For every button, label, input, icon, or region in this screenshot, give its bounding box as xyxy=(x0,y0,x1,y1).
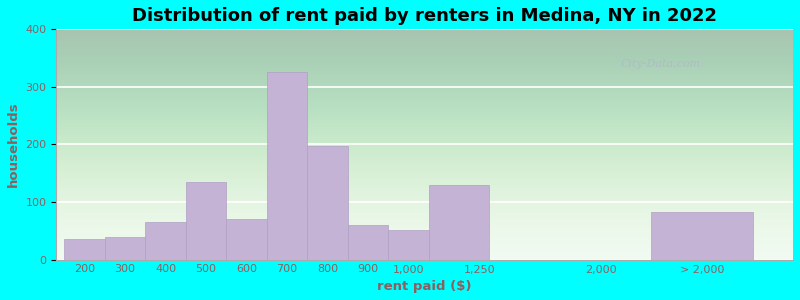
Bar xyxy=(105,237,146,260)
X-axis label: rent paid ($): rent paid ($) xyxy=(378,280,472,293)
Bar xyxy=(226,219,267,260)
Title: Distribution of rent paid by renters in Medina, NY in 2022: Distribution of rent paid by renters in … xyxy=(132,7,718,25)
Bar xyxy=(307,146,348,260)
Bar xyxy=(186,182,226,260)
Text: City-Data.com: City-Data.com xyxy=(620,59,701,69)
Bar xyxy=(146,222,186,260)
Bar xyxy=(388,230,429,260)
Bar xyxy=(651,212,753,260)
Bar xyxy=(348,225,388,260)
Y-axis label: households: households xyxy=(7,102,20,187)
Bar xyxy=(65,239,105,260)
Bar xyxy=(429,185,490,260)
Bar xyxy=(267,73,307,260)
